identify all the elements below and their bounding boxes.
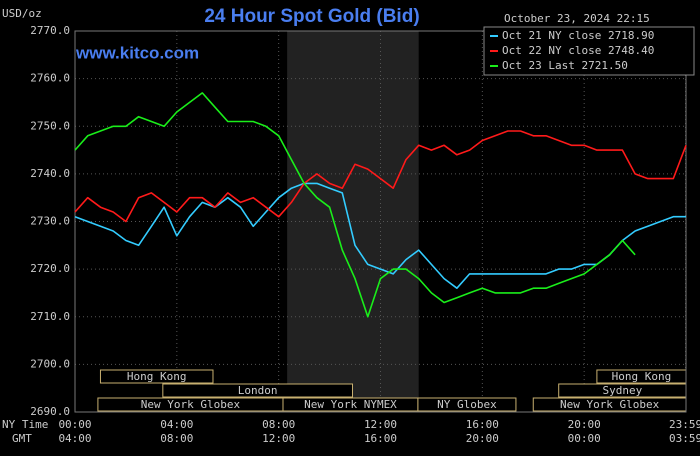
plot-frame [74, 30, 687, 413]
session-label: New York Globex [560, 398, 660, 411]
x-tick-label: 08:00 [262, 418, 295, 431]
x-tick-label: 20:00 [568, 418, 601, 431]
y-tick-label: 2720.0 [30, 262, 70, 275]
legend-label: Oct 22 NY close 2748.40 [502, 44, 654, 57]
x-tick-label-gmt: 00:00 [568, 432, 601, 445]
series-line [74, 92, 636, 318]
x-tick-label: 04:00 [160, 418, 193, 431]
chart-title: 24 Hour Spot Gold (Bid) [204, 6, 419, 27]
x-tick-label-gmt: 08:00 [160, 432, 193, 445]
session-label: New York Globex [141, 398, 241, 411]
session-label: Sydney [602, 384, 642, 397]
session-label: NY Globex [437, 398, 497, 411]
x-row-label: GMT [12, 432, 32, 445]
series-line [74, 182, 686, 289]
y-tick-label: 2710.0 [30, 310, 70, 323]
y-tick-label: 2760.0 [30, 72, 70, 85]
x-row-label: NY Time [2, 418, 48, 431]
x-tick-label: 12:00 [364, 418, 397, 431]
x-tick-label: 16:00 [466, 418, 499, 431]
y-tick-label: 2730.0 [30, 215, 70, 228]
session-bar [417, 397, 517, 412]
session-label: Hong Kong [127, 370, 187, 383]
session-bar [99, 369, 214, 384]
session-label: London [238, 384, 278, 397]
series-line [74, 130, 687, 223]
y-tick-label: 2770.0 [30, 24, 70, 37]
y-tick-label: 2750.0 [30, 119, 70, 132]
y-tick-label: 2740.0 [30, 167, 70, 180]
x-tick-label: 23:59 [669, 418, 700, 431]
x-tick-label-gmt: 03:59 [669, 432, 700, 445]
session-bar [162, 383, 353, 398]
y-tick-label: 2690.0 [30, 405, 70, 418]
x-tick-label: 00:00 [58, 418, 91, 431]
x-tick-label-gmt: 20:00 [466, 432, 499, 445]
shaded-band [287, 31, 419, 412]
x-tick-label-gmt: 16:00 [364, 432, 397, 445]
session-label: New York NYMEX [304, 398, 397, 411]
x-tick-label-gmt: 12:00 [262, 432, 295, 445]
x-tick-label-gmt: 04:00 [58, 432, 91, 445]
legend-label: Oct 21 NY close 2718.90 [502, 29, 654, 42]
y-tick-label: 2700.0 [30, 357, 70, 370]
unit-label: USD/oz [2, 7, 42, 20]
legend-box [483, 26, 695, 76]
watermark: www.kitco.com [75, 43, 199, 62]
session-label: Hong Kong [612, 370, 672, 383]
legend-label: Oct 23 Last 2721.50 [502, 59, 628, 72]
timestamp: October 23, 2024 22:15 [504, 12, 650, 25]
